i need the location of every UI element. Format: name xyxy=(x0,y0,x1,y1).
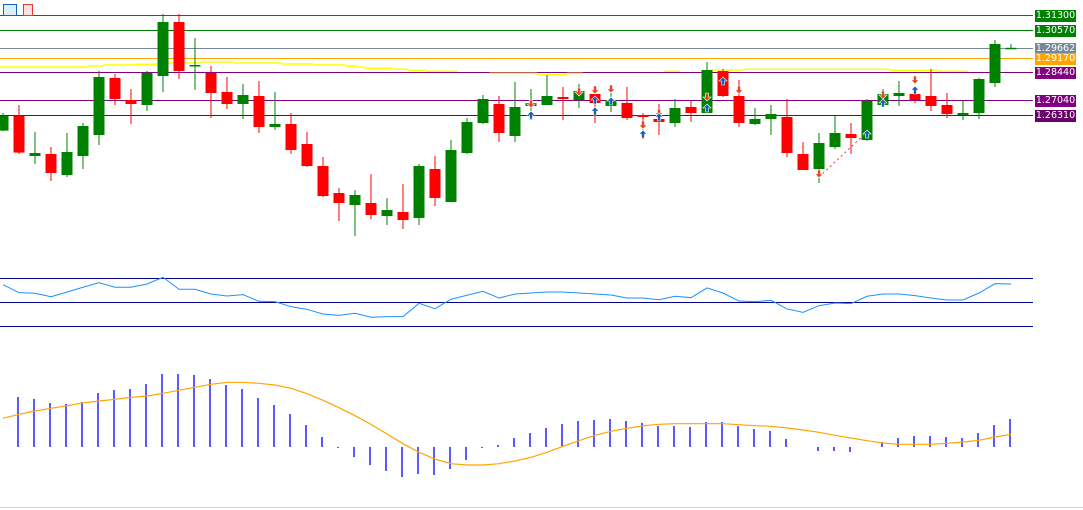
object-list-icon[interactable] xyxy=(3,4,17,16)
candle-body xyxy=(669,108,681,123)
candle-body xyxy=(781,117,793,153)
window-border xyxy=(0,507,1083,508)
macd-signal-line xyxy=(2,381,1012,466)
candle-body xyxy=(797,154,809,170)
candle-body xyxy=(285,124,297,150)
candle-body xyxy=(413,166,425,218)
candle-body xyxy=(237,95,249,104)
price-label: 1.28440 xyxy=(1035,66,1076,79)
candlesticks xyxy=(0,14,1017,236)
candle-body xyxy=(109,78,121,99)
candle-body xyxy=(701,70,713,113)
toolbar-icons xyxy=(3,4,33,16)
arrow-up-icon xyxy=(590,106,600,116)
candle-body xyxy=(493,104,505,133)
candle-body xyxy=(381,210,393,216)
arrow-up-icon xyxy=(878,98,888,108)
candle-body xyxy=(77,126,89,156)
candle-body xyxy=(765,114,777,119)
candle-body xyxy=(253,96,265,127)
arrow-down-icon xyxy=(638,120,648,130)
candle-body xyxy=(637,115,649,117)
price-label: 1.31300 xyxy=(1035,9,1076,22)
arrow-down-icon xyxy=(526,99,536,109)
candle-body xyxy=(1005,47,1017,50)
candle-body xyxy=(141,73,153,105)
arrow-up-icon xyxy=(526,110,536,120)
candle-body xyxy=(749,119,761,124)
candle-body xyxy=(829,133,841,147)
candle-body xyxy=(205,73,217,93)
candle-body xyxy=(989,44,1001,83)
chart-properties-icon[interactable] xyxy=(23,4,33,16)
moving-average xyxy=(0,61,968,76)
candle-body xyxy=(125,100,137,104)
candle-body xyxy=(333,193,345,203)
candle-body xyxy=(941,105,953,114)
arrow-down-icon xyxy=(702,92,712,102)
candle-body xyxy=(685,107,697,113)
candle-body xyxy=(93,77,105,135)
arrow-up-icon xyxy=(862,129,872,139)
candle-body xyxy=(365,203,377,215)
candle-body xyxy=(813,143,825,169)
candle-body xyxy=(349,195,361,205)
candle-body xyxy=(461,122,473,153)
arrow-up-icon xyxy=(590,95,600,105)
candle-body xyxy=(13,115,25,153)
rsi-panel xyxy=(0,276,1033,327)
candle-body xyxy=(621,103,633,118)
candle-body xyxy=(269,124,281,127)
arrow-up-icon xyxy=(654,112,664,122)
candle-body xyxy=(957,113,969,115)
candle-body xyxy=(509,107,521,136)
price-label: 1.29170 xyxy=(1035,52,1076,65)
candle-body xyxy=(429,169,441,198)
price-label: 1.29662 xyxy=(1035,42,1076,55)
candle-body xyxy=(189,65,201,67)
candle-body xyxy=(45,154,57,173)
arrow-down-icon xyxy=(878,90,888,100)
candle-body xyxy=(893,93,905,96)
price-label: 1.26310 xyxy=(1035,109,1076,122)
rsi-line xyxy=(2,276,1012,318)
arrow-down-icon xyxy=(910,75,920,85)
candle-body xyxy=(861,101,873,140)
arrow-down-icon xyxy=(574,87,584,97)
price-label: 1.30570 xyxy=(1035,24,1076,37)
candle-body xyxy=(397,212,409,220)
candle-body xyxy=(557,97,569,99)
candle-body xyxy=(973,79,985,113)
candle-body xyxy=(301,144,313,166)
signal-arrows xyxy=(526,75,920,179)
candle-body xyxy=(477,99,489,123)
candle-body xyxy=(925,96,937,106)
candle-body xyxy=(61,152,73,175)
candle-body xyxy=(445,150,457,202)
candle-body xyxy=(317,166,329,196)
arrow-up-icon xyxy=(638,129,648,139)
candle-body xyxy=(157,22,169,76)
price-level-lines xyxy=(0,15,1033,116)
arrow-down-icon xyxy=(606,84,616,94)
arrow-up-icon xyxy=(606,96,616,106)
arrow-down-icon xyxy=(814,169,824,179)
arrow-down-icon xyxy=(590,85,600,95)
trend-line xyxy=(818,131,868,178)
candle-body xyxy=(29,153,41,156)
candle-body xyxy=(173,22,185,71)
arrow-up-icon xyxy=(910,85,920,95)
candle-body xyxy=(909,94,921,100)
arrow-down-icon xyxy=(734,85,744,95)
macd-panel xyxy=(2,374,1012,477)
candle-body xyxy=(733,96,745,123)
arrow-up-icon xyxy=(702,103,712,113)
candle-body xyxy=(221,92,233,104)
price-label: 1.27040 xyxy=(1035,94,1076,107)
arrow-up-icon xyxy=(718,76,728,86)
candle-body xyxy=(0,115,9,131)
candle-body xyxy=(541,96,553,105)
candle-body xyxy=(845,134,857,138)
